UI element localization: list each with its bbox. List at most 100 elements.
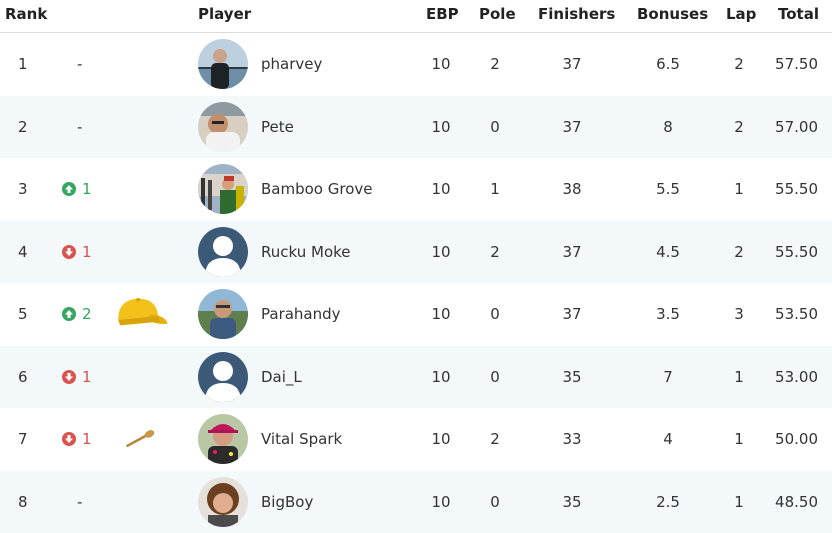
rank: 6 [18, 346, 38, 409]
pole-value: 2 [475, 221, 515, 284]
lap-value: 1 [719, 346, 759, 409]
player-name[interactable]: Bamboo Grove [261, 158, 372, 221]
rank-change-value: 1 [82, 180, 92, 198]
bonuses-value: 5.5 [648, 158, 688, 221]
player-name[interactable]: Vital Spark [261, 408, 342, 471]
bonuses-value: 6.5 [648, 33, 688, 96]
pole-value: 0 [475, 96, 515, 159]
table-row[interactable]: 2 - Pete 10 0 37 8 2 57.00 [0, 96, 832, 159]
table-row[interactable]: 6 1 Dai_L 10 0 35 7 1 53.00 [0, 346, 832, 409]
finishers-value: 37 [552, 96, 592, 159]
player-name[interactable]: BigBoy [261, 471, 313, 533]
rank-change-value: 1 [82, 430, 92, 448]
finishers-value: 37 [552, 283, 592, 346]
header-rank[interactable]: Rank [5, 5, 47, 23]
table-row[interactable]: 7 1 Vital Spark 10 2 33 4 1 50.00 [0, 408, 832, 471]
header-lap[interactable]: Lap [726, 5, 756, 23]
lap-value: 3 [719, 283, 759, 346]
header-total[interactable]: Total [778, 5, 819, 23]
table-row[interactable]: 5 2 Parahandy 10 0 37 3.5 3 53.50 [0, 283, 832, 346]
player-name[interactable]: pharvey [261, 33, 322, 96]
total-value: 53.00 [770, 346, 818, 409]
bonuses-value: 4 [648, 408, 688, 471]
player-name[interactable]: Parahandy [261, 283, 341, 346]
rank-change: - [77, 33, 82, 96]
player-name[interactable]: Pete [261, 96, 294, 159]
avatar[interactable] [198, 164, 248, 214]
arrow-down-icon [62, 245, 76, 259]
arrow-up-icon [62, 307, 76, 321]
ebp-value: 10 [421, 221, 461, 284]
finishers-value: 35 [552, 346, 592, 409]
rank: 2 [18, 96, 38, 159]
header-ebp[interactable]: EBP [426, 5, 459, 23]
pole-value: 0 [475, 283, 515, 346]
rank-change-value: - [77, 493, 82, 511]
rank: 7 [18, 408, 38, 471]
rank: 5 [18, 283, 38, 346]
player-name[interactable]: Rucku Moke [261, 221, 351, 284]
arrow-down-icon [62, 432, 76, 446]
rank: 4 [18, 221, 38, 284]
avatar[interactable] [198, 289, 248, 339]
pole-value: 1 [475, 158, 515, 221]
ebp-value: 10 [421, 283, 461, 346]
arrow-up-icon [62, 182, 76, 196]
table-row[interactable]: 1 - pharvey 10 2 37 6.5 2 57.50 [0, 33, 832, 96]
rank: 3 [18, 158, 38, 221]
lap-value: 1 [719, 408, 759, 471]
bonuses-value: 8 [648, 96, 688, 159]
avatar[interactable] [198, 414, 248, 464]
bonuses-value: 3.5 [648, 283, 688, 346]
bonuses-value: 2.5 [648, 471, 688, 533]
table-row[interactable]: 8 - BigBoy 10 0 35 2.5 1 48.50 [0, 471, 832, 533]
finishers-value: 33 [552, 408, 592, 471]
avatar[interactable] [198, 477, 248, 527]
total-value: 57.50 [770, 33, 818, 96]
ebp-value: 10 [421, 33, 461, 96]
total-value: 50.00 [770, 408, 818, 471]
table-header: Rank Player EBP Pole Finishers Bonuses L… [0, 0, 832, 33]
avatar[interactable] [198, 102, 248, 152]
finishers-value: 37 [552, 221, 592, 284]
avatar[interactable] [198, 39, 248, 89]
finishers-value: 38 [552, 158, 592, 221]
header-pole[interactable]: Pole [479, 5, 516, 23]
total-value: 57.00 [770, 96, 818, 159]
rank-change: - [77, 96, 82, 159]
header-finishers[interactable]: Finishers [538, 5, 615, 23]
rank-change: 1 [62, 221, 112, 284]
pole-value: 2 [475, 33, 515, 96]
total-value: 55.50 [770, 158, 818, 221]
rank: 1 [18, 33, 38, 96]
rank-change-value: - [77, 55, 82, 73]
ebp-value: 10 [421, 158, 461, 221]
rank-change: 1 [62, 346, 112, 409]
rank-change-value: 2 [82, 305, 92, 323]
rank-change: - [77, 471, 82, 533]
ebp-value: 10 [421, 408, 461, 471]
wooden-spoon-icon [110, 408, 172, 471]
rank-change-value: 1 [82, 243, 92, 261]
rank-change: 2 [62, 283, 112, 346]
header-player[interactable]: Player [198, 5, 251, 23]
table-row[interactable]: 4 1 Rucku Moke 10 2 37 4.5 2 55.50 [0, 221, 832, 284]
player-name[interactable]: Dai_L [261, 346, 302, 409]
ebp-value: 10 [421, 96, 461, 159]
default-avatar-icon[interactable] [198, 227, 248, 277]
ebp-value: 10 [421, 471, 461, 533]
bonuses-value: 4.5 [648, 221, 688, 284]
default-avatar-icon[interactable] [198, 352, 248, 402]
rank-change: 1 [62, 408, 112, 471]
lap-value: 2 [719, 221, 759, 284]
rank-change-value: - [77, 118, 82, 136]
lap-value: 1 [719, 158, 759, 221]
bonuses-value: 7 [648, 346, 688, 409]
header-bonuses[interactable]: Bonuses [637, 5, 708, 23]
rank-change: 1 [62, 158, 112, 221]
table-row[interactable]: 3 1 Bamboo Grove 10 1 38 5.5 1 55.50 [0, 158, 832, 221]
finishers-value: 35 [552, 471, 592, 533]
ebp-value: 10 [421, 346, 461, 409]
yellow-cap-icon [110, 283, 172, 346]
